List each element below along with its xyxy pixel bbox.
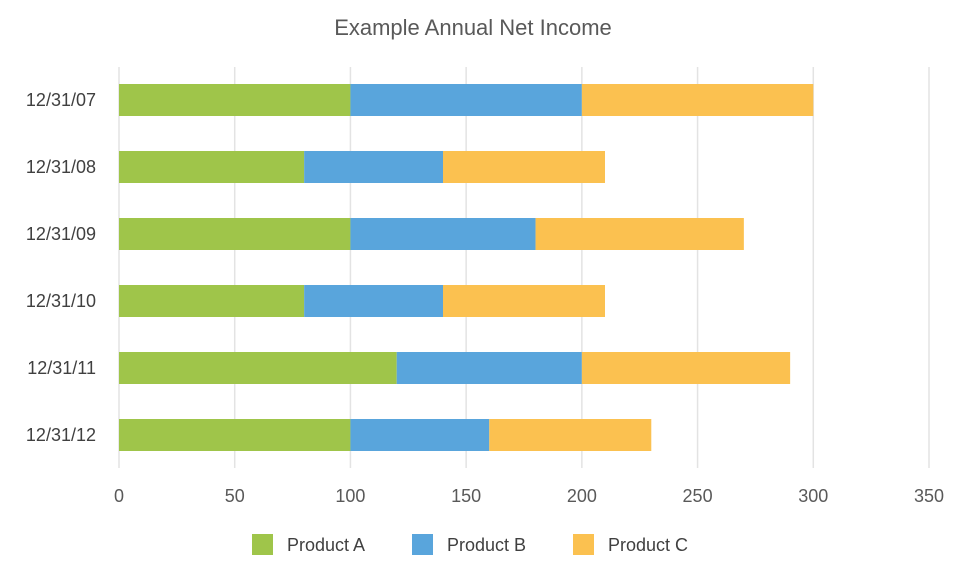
x-tick-label: 0 — [114, 486, 124, 506]
legend-label: Product C — [608, 535, 688, 555]
gridlines — [118, 67, 930, 468]
y-tick-label: 12/31/07 — [26, 90, 96, 110]
bar-segment — [581, 352, 791, 384]
legend-swatch — [412, 534, 433, 555]
x-tick-label: 50 — [225, 486, 245, 506]
bar-segment — [443, 285, 605, 317]
bar-segment — [350, 419, 490, 451]
bar-segment — [443, 151, 605, 183]
legend: Product A Product B Product C — [252, 534, 688, 555]
bar-segment — [304, 285, 443, 317]
bar-segment — [489, 419, 652, 451]
x-tick-label: 350 — [914, 486, 944, 506]
legend-label: Product A — [287, 535, 365, 555]
bar-segment — [119, 151, 305, 183]
legend-swatch — [573, 534, 594, 555]
bar-segment — [119, 419, 351, 451]
bar-segment — [350, 84, 582, 116]
bar-segment — [581, 84, 814, 116]
legend-label: Product B — [447, 535, 526, 555]
x-tick-label: 300 — [798, 486, 828, 506]
bar-segment — [119, 218, 351, 250]
y-tick-label: 12/31/08 — [26, 157, 96, 177]
bar-segment — [535, 218, 744, 250]
y-axis-tick-labels: 12/31/07 12/31/08 12/31/09 12/31/10 12/31/11… — [26, 90, 96, 445]
y-tick-label: 12/31/10 — [26, 291, 96, 311]
x-tick-label: 150 — [451, 486, 481, 506]
bar-segment — [119, 352, 397, 384]
bar-segment — [350, 218, 536, 250]
y-tick-label: 12/31/12 — [26, 425, 96, 445]
bar-segment — [396, 352, 582, 384]
x-axis-tick-labels: 0 50 100 150 200 250 300 350 — [114, 486, 944, 506]
x-tick-label: 250 — [683, 486, 713, 506]
legend-swatch — [252, 534, 273, 555]
bar-segment — [119, 84, 351, 116]
y-tick-label: 12/31/09 — [26, 224, 96, 244]
bars — [119, 84, 814, 451]
bar-segment — [119, 285, 305, 317]
x-tick-label: 200 — [567, 486, 597, 506]
x-tick-label: 100 — [335, 486, 365, 506]
chart-title: Example Annual Net Income — [334, 15, 612, 40]
y-tick-label: 12/31/11 — [27, 358, 96, 378]
bar-segment — [304, 151, 443, 183]
